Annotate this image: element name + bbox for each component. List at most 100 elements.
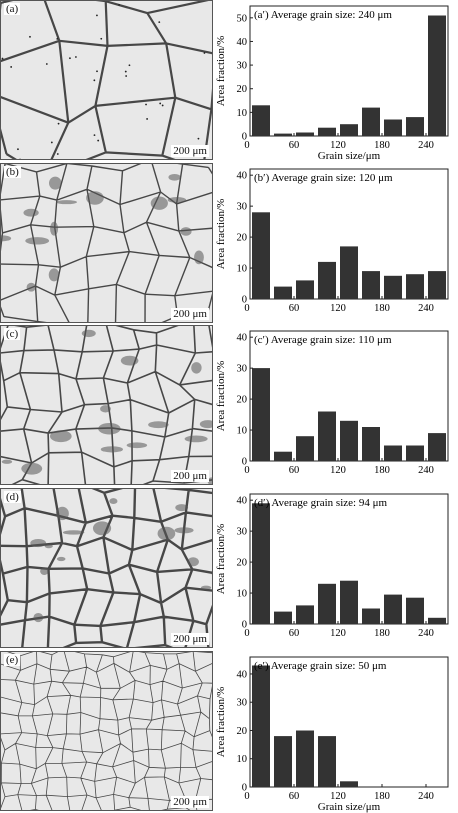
scale-bar-label: 200 μm bbox=[171, 145, 209, 157]
y-tick-label: 10 bbox=[237, 108, 248, 119]
y-tick-label: 30 bbox=[237, 202, 248, 213]
histogram-bar bbox=[362, 271, 380, 299]
chart-panel-label: (e′) Average grain size: 50 μm bbox=[254, 660, 387, 672]
histogram-bar bbox=[340, 420, 358, 461]
x-tick-label: 120 bbox=[330, 628, 346, 639]
y-tick-label: 0 bbox=[242, 457, 247, 468]
x-tick-label: 240 bbox=[418, 791, 434, 802]
x-tick-label: 60 bbox=[289, 791, 300, 802]
histogram-bar bbox=[318, 583, 336, 624]
histogram-bar bbox=[384, 594, 402, 624]
histogram-e: 0 10 20 30 40 0 60 120 180 240 (e′) Average grain … bbox=[214, 651, 458, 813]
plot-area bbox=[249, 5, 449, 137]
histogram-svg: 0 10 20 30 40 0 60 120 180 240 (b′) Average grain … bbox=[215, 168, 449, 314]
histogram-bar bbox=[428, 617, 446, 624]
y-tick-label: 40 bbox=[237, 37, 248, 48]
x-tick-label: 180 bbox=[374, 628, 390, 639]
x-tick-label: 120 bbox=[330, 303, 346, 314]
y-tick-label: 20 bbox=[237, 726, 248, 737]
histogram-bar bbox=[428, 433, 446, 461]
micrograph-a: (a) 200 μm bbox=[0, 0, 213, 160]
y-tick-label: 40 bbox=[237, 496, 248, 507]
y-tick-label: 30 bbox=[237, 527, 248, 538]
histogram-bar bbox=[274, 736, 292, 787]
x-axis-label: Grain size/μm bbox=[318, 150, 381, 162]
y-tick-label: 20 bbox=[237, 233, 248, 244]
micrograph-image bbox=[1, 326, 212, 484]
histogram-bar bbox=[296, 436, 314, 461]
y-tick-label: 0 bbox=[242, 783, 247, 794]
histogram-bar bbox=[318, 411, 336, 461]
micrograph-b: (b) 200 μm bbox=[0, 163, 213, 323]
x-tick-label: 60 bbox=[289, 628, 300, 639]
histogram-bar bbox=[362, 107, 380, 136]
histogram-bar bbox=[428, 15, 446, 136]
y-tick-label: 0 bbox=[242, 620, 247, 631]
y-tick-label: 40 bbox=[237, 171, 248, 182]
y-tick-label: 10 bbox=[237, 589, 248, 600]
y-axis-label: Area fraction/% bbox=[215, 36, 227, 107]
histogram-svg: 0 10 20 30 40 50 0 60 120 180 240 (a′) Average grai… bbox=[215, 5, 449, 162]
histogram-bar bbox=[252, 212, 270, 299]
histogram-bar bbox=[252, 665, 270, 787]
y-tick-label: 40 bbox=[237, 333, 248, 344]
histogram-bar bbox=[428, 271, 446, 299]
x-tick-label: 180 bbox=[374, 140, 390, 151]
histogram-bar bbox=[340, 246, 358, 299]
x-tick-label: 240 bbox=[418, 628, 434, 639]
y-tick-label: 0 bbox=[242, 295, 247, 306]
x-tick-label: 180 bbox=[374, 791, 390, 802]
x-tick-label: 120 bbox=[330, 791, 346, 802]
scale-bar-label: 200 μm bbox=[171, 796, 209, 808]
scale-bar-label: 200 μm bbox=[171, 308, 209, 320]
histogram-bar bbox=[406, 597, 424, 624]
x-tick-label: 60 bbox=[289, 303, 300, 314]
y-tick-label: 50 bbox=[237, 13, 248, 24]
histogram-bar bbox=[340, 781, 358, 787]
y-axis-label: Area fraction/% bbox=[215, 524, 227, 595]
chart-panel-label: (a′) Average grain size: 240 μm bbox=[254, 9, 392, 21]
scale-bar-label: 200 μm bbox=[171, 633, 209, 645]
histogram-a: 0 10 20 30 40 50 0 60 120 180 240 (a′) Average grai… bbox=[214, 0, 458, 162]
histogram-bar bbox=[406, 274, 424, 299]
histogram-bar bbox=[318, 736, 336, 787]
chart-panel-label: (c′) Average grain size: 110 μm bbox=[254, 334, 392, 346]
y-tick-label: 20 bbox=[237, 84, 248, 95]
histogram-bar bbox=[252, 368, 270, 461]
scale-bar-label: 200 μm bbox=[171, 470, 209, 482]
histogram-bar bbox=[362, 427, 380, 461]
histogram-bar bbox=[296, 730, 314, 787]
histogram-bar bbox=[318, 127, 336, 136]
histogram-d: 0 10 20 30 40 0 60 120 180 240 (d′) Average grain … bbox=[214, 488, 458, 650]
histogram-c: 0 10 20 30 40 0 60 120 180 240 (c′) Average grain … bbox=[214, 325, 458, 487]
histogram-bar bbox=[384, 119, 402, 136]
x-tick-label: 180 bbox=[374, 465, 390, 476]
y-tick-label: 30 bbox=[237, 364, 248, 375]
y-tick-label: 30 bbox=[237, 61, 248, 72]
x-tick-label: 240 bbox=[418, 140, 434, 151]
histogram-bar bbox=[274, 451, 292, 461]
histogram-bar bbox=[274, 286, 292, 299]
histogram-bar bbox=[384, 445, 402, 461]
histogram-bar bbox=[296, 132, 314, 136]
y-tick-label: 20 bbox=[237, 558, 248, 569]
y-axis-label: Area fraction/% bbox=[215, 361, 227, 432]
x-tick-label: 0 bbox=[244, 140, 249, 151]
micrograph-label: (e) bbox=[4, 654, 21, 666]
micrograph-label: (b) bbox=[4, 166, 21, 178]
histogram-bar bbox=[252, 503, 270, 624]
y-tick-label: 30 bbox=[237, 698, 248, 709]
micrograph-image bbox=[1, 1, 212, 159]
histogram-bar bbox=[318, 261, 336, 299]
micrograph-image bbox=[1, 652, 212, 810]
y-tick-label: 40 bbox=[237, 669, 248, 680]
y-axis-label: Area fraction/% bbox=[215, 199, 227, 270]
histogram-bar bbox=[296, 280, 314, 299]
micrograph-image bbox=[1, 164, 212, 322]
x-tick-label: 120 bbox=[330, 465, 346, 476]
x-tick-label: 60 bbox=[289, 140, 300, 151]
micrograph-d: (d) 200 μm bbox=[0, 488, 213, 648]
histogram-bar bbox=[340, 580, 358, 624]
x-tick-label: 120 bbox=[330, 140, 346, 151]
x-tick-label: 0 bbox=[244, 465, 249, 476]
